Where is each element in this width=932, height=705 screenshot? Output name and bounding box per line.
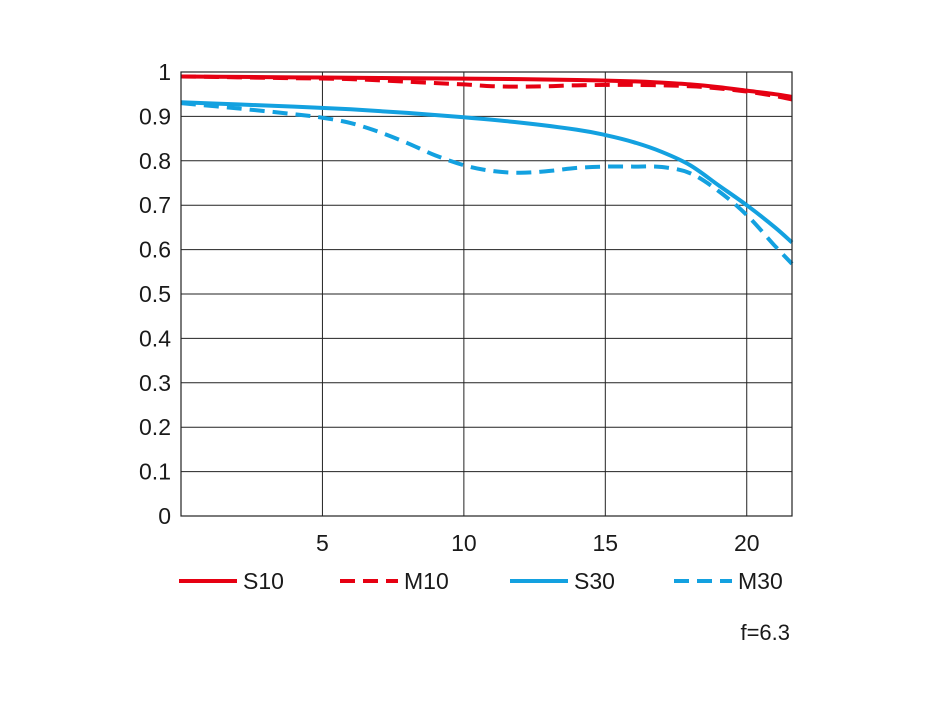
y-tick-label: 0.4 <box>139 325 171 351</box>
y-tick-label: 1 <box>158 59 171 85</box>
legend-label-m10: M10 <box>404 568 449 594</box>
y-tick-label: 0 <box>158 503 171 529</box>
legend-label-m30: M30 <box>738 568 783 594</box>
legend: S10 M10 S30 M30 <box>179 568 783 594</box>
x-tick-label: 20 <box>734 530 760 556</box>
legend-label-s30: S30 <box>574 568 615 594</box>
series-layer <box>180 74 794 266</box>
series-line-m10 <box>180 74 793 102</box>
x-tick-label: 10 <box>451 530 477 556</box>
legend-label-s10: S10 <box>243 568 284 594</box>
plot-frame <box>180 71 793 517</box>
y-tick-label: 0.1 <box>139 459 171 485</box>
y-tick-label: 0.8 <box>139 148 171 174</box>
y-tick-label: 0.5 <box>139 281 171 307</box>
y-tick-label: 0.2 <box>139 414 171 440</box>
plot-border <box>180 71 793 517</box>
series-line-m30 <box>180 101 794 266</box>
y-tick-label: 0.7 <box>139 192 171 218</box>
y-tick-label: 0.6 <box>139 237 171 263</box>
x-tick-label: 5 <box>316 530 329 556</box>
x-axis-ticks: 5 10 15 20 <box>316 530 760 556</box>
y-tick-label: 0.9 <box>139 103 171 129</box>
y-tick-label: 0.3 <box>139 370 171 396</box>
grid <box>181 71 792 517</box>
series-line-s30 <box>180 100 794 244</box>
y-axis-ticks: 0 0.1 0.2 0.3 0.4 0.5 0.6 0.7 0.8 0.9 1 <box>139 59 171 529</box>
x-tick-label: 15 <box>593 530 619 556</box>
aperture-annotation: f=6.3 <box>740 620 790 645</box>
